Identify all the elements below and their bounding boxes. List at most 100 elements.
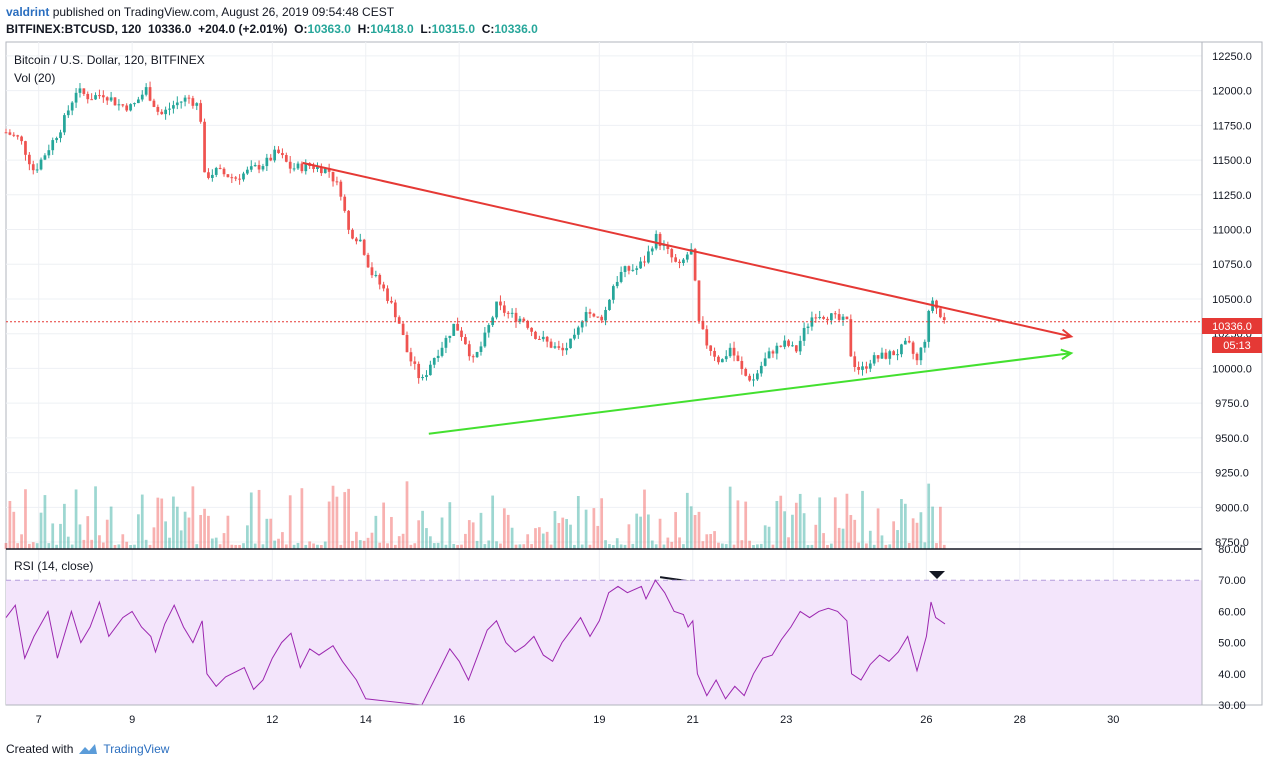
volume-bar — [362, 540, 366, 549]
candle-body — [428, 364, 432, 376]
volume-bar — [308, 541, 312, 549]
publish-info: valdrint published on TradingView.com, A… — [6, 5, 394, 19]
candle-body — [374, 274, 378, 276]
candle-body — [748, 375, 751, 381]
rsi-band — [6, 580, 1202, 705]
trendlines — [302, 161, 1074, 632]
candle-body — [421, 377, 424, 379]
resistance-line — [302, 161, 1072, 338]
author-link[interactable]: valdrint — [6, 5, 50, 19]
volume-bar — [12, 511, 16, 549]
candle-body — [393, 302, 397, 318]
candle-body — [39, 159, 43, 170]
volume-bar — [787, 537, 790, 549]
candle-body — [296, 163, 300, 169]
volume-bar — [491, 495, 495, 549]
tradingview-brand[interactable]: TradingView — [103, 742, 170, 756]
volume-bar — [604, 540, 607, 549]
volume-bar — [323, 541, 327, 549]
candle-body — [59, 132, 62, 139]
candle-body — [600, 316, 604, 321]
created-with-text: Created with — [6, 742, 74, 756]
candle-body — [491, 317, 495, 326]
time-axis[interactable]: 7 9 12 14 16 19 21 23 26 28 30 — [36, 714, 1120, 726]
candle-body — [654, 233, 658, 249]
candle-body — [20, 136, 23, 142]
candle-body — [830, 313, 833, 321]
candle-body — [24, 141, 27, 155]
volume-bar — [826, 544, 829, 549]
candle-body — [195, 103, 199, 106]
volume-bar — [436, 542, 440, 549]
volume-bar — [51, 523, 55, 549]
candle-body — [51, 140, 55, 151]
candle-body — [631, 269, 635, 271]
volume-bar — [121, 534, 125, 549]
volume-bar — [830, 543, 833, 549]
volume-bar — [475, 540, 479, 549]
volume-bar — [413, 543, 417, 549]
volume-bar — [732, 544, 736, 549]
volume-bar — [600, 498, 604, 549]
volume-bar — [713, 531, 716, 549]
volume-bar — [534, 528, 537, 549]
last-price-label: 10336.0 05:13 — [1202, 318, 1262, 353]
volume-bar — [253, 543, 257, 549]
candle-body — [444, 337, 448, 348]
volume-bar — [611, 544, 615, 549]
candle-body — [335, 181, 339, 183]
volume-bar — [740, 540, 744, 549]
candle-body — [557, 346, 561, 348]
candle-body — [175, 102, 179, 106]
volume-bar — [249, 492, 253, 549]
rsi-line — [5, 579, 946, 706]
price-axis[interactable]: 8750.09000.09250.09500.09750.010000.0102… — [1212, 51, 1252, 549]
candle-body — [234, 177, 238, 179]
candle-body — [327, 167, 331, 172]
candle-body — [888, 351, 892, 359]
candle-body — [464, 337, 467, 345]
candle-body — [763, 358, 767, 366]
price-tick-label: 12250.0 — [1212, 51, 1252, 63]
candle-body — [615, 281, 619, 287]
symbol-info: BITFINEX:BTCUSD, 120 10336.0 +204.0 (+2.… — [6, 22, 538, 36]
volume-bar — [172, 496, 175, 549]
time-tick-label: 14 — [360, 714, 372, 726]
candle-body — [927, 310, 931, 342]
down-triangle-marker — [929, 571, 945, 579]
candle-body — [506, 312, 510, 314]
candle-body — [740, 360, 744, 369]
volume-bar — [573, 544, 576, 549]
candle-body — [693, 249, 697, 281]
candle-body — [187, 97, 191, 99]
candle-body — [43, 155, 47, 160]
volume-bar — [164, 521, 167, 549]
candle-body — [413, 361, 417, 364]
candle-body — [214, 167, 218, 175]
volume-bar — [230, 544, 234, 549]
candles — [4, 81, 946, 387]
candle-body — [794, 345, 798, 352]
price-tick-label: 9250.0 — [1215, 468, 1249, 480]
candle-body — [798, 340, 802, 352]
volume-bar — [678, 537, 681, 549]
candle-body — [230, 177, 234, 179]
volume-bar — [565, 519, 568, 549]
volume-bar — [370, 532, 374, 549]
countdown-tag: 05:13 — [1223, 340, 1251, 352]
candle-body — [896, 354, 899, 356]
chart-area[interactable]: 8750.09000.09250.09500.09750.010000.0102… — [0, 0, 1268, 740]
volume-bar — [479, 512, 483, 549]
volume-bar — [892, 521, 896, 549]
volume-bar — [358, 540, 362, 549]
candle-body — [732, 347, 736, 356]
candle-body — [226, 174, 230, 178]
volume-bar — [499, 543, 502, 549]
candle-body — [728, 347, 732, 357]
candle-body — [125, 105, 129, 111]
candle-body — [650, 248, 654, 252]
volume-bar — [818, 497, 822, 549]
volume-bar — [553, 511, 557, 549]
volume-bar — [724, 544, 728, 549]
candle-body — [304, 163, 308, 172]
